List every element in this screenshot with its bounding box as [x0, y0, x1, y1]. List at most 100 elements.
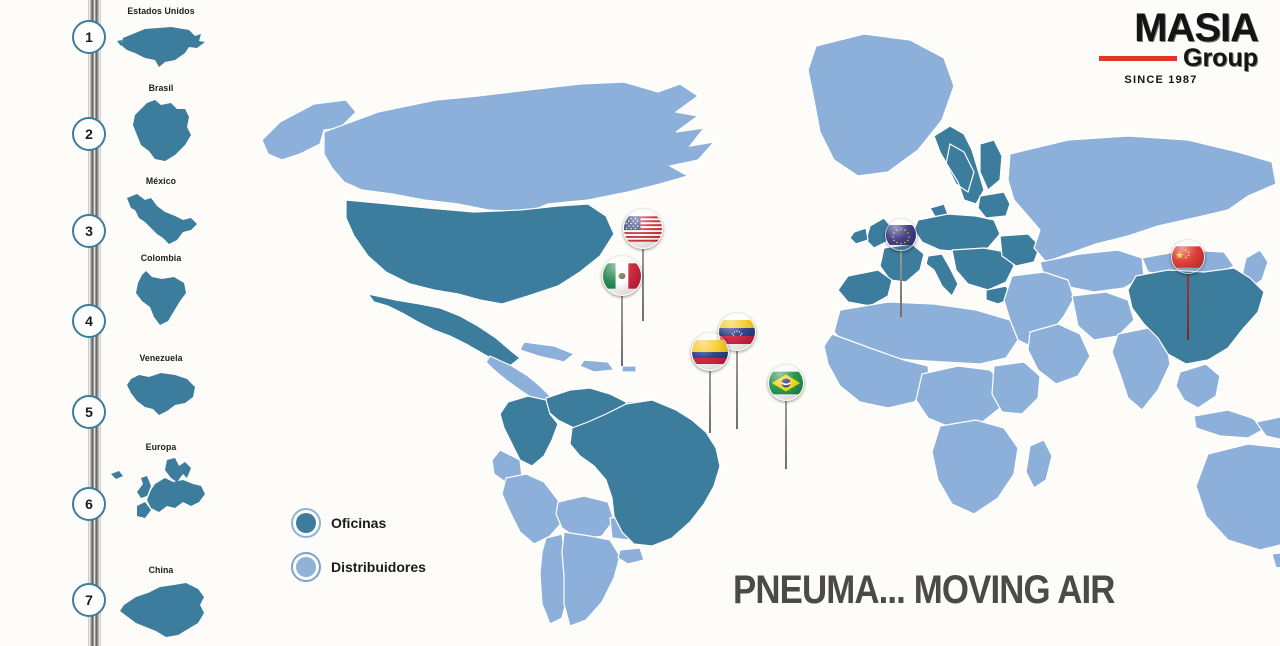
timeline-label-mexico: México — [145, 176, 177, 187]
region-australia — [1195, 443, 1280, 551]
timeline-node-6-number: 6 — [85, 496, 93, 512]
timeline-node-1-number: 1 — [85, 29, 93, 45]
timeline-entry-china[interactable]: China — [105, 565, 217, 641]
timeline-entry-venezuela[interactable]: Venezuela — [105, 353, 217, 425]
tagline-text: PNEUMA... MOVING AIR — [733, 568, 1115, 612]
region-russia — [1007, 135, 1277, 263]
region-alaska — [261, 99, 357, 161]
legend-item-distribuidores[interactable]: Distribuidores — [291, 552, 426, 582]
region-mexico — [366, 293, 521, 367]
timeline-entry-mexico[interactable]: México — [105, 176, 217, 250]
timeline-node-1[interactable]: 1 — [72, 20, 106, 54]
region-hispaniola — [579, 359, 616, 373]
legend-marker-oficinas — [291, 508, 321, 538]
region-arabia — [1027, 323, 1091, 385]
european-union-flag-icon — [885, 219, 917, 251]
region-central-america — [485, 355, 551, 405]
pin-gloss — [692, 334, 728, 370]
timeline-label-estados-unidos: Estados Unidos — [127, 6, 195, 17]
logo-since-text: SINCE 1987 — [1124, 74, 1198, 86]
brazil-flag-icon — [768, 365, 804, 401]
timeline-label-venezuela: Venezuela — [139, 353, 183, 364]
legend-label-oficinas: Oficinas — [331, 515, 387, 531]
legend-item-oficinas[interactable]: Oficinas — [291, 508, 426, 538]
united-states-outline-icon — [105, 20, 217, 72]
region-france — [879, 243, 925, 283]
world-map-svg — [261, 33, 1280, 627]
timeline-label-colombia: Colombia — [140, 253, 182, 264]
timeline-label-europa: Europa — [145, 442, 177, 453]
legend-label-distribuidores: Distribuidores — [331, 559, 426, 575]
pin-stem — [900, 251, 902, 317]
timeline-node-7[interactable]: 7 — [72, 583, 106, 617]
region-greenland — [807, 33, 955, 177]
country-timeline: Estados Unidos 1 Brasil 2 México 3 Colom… — [0, 0, 220, 646]
logo-red-bar — [1099, 56, 1177, 61]
timeline-label-china: China — [148, 565, 174, 576]
timeline-node-5[interactable]: 5 — [72, 395, 106, 429]
pin-stem — [709, 371, 711, 433]
region-puerto-rico — [621, 365, 637, 373]
region-west-africa — [823, 333, 931, 409]
venezuela-outline-icon — [105, 367, 217, 425]
timeline-node-6[interactable]: 6 — [72, 487, 106, 521]
timeline-node-3-number: 3 — [85, 223, 93, 239]
mexico-outline-icon — [105, 190, 217, 250]
region-southern-africa — [931, 419, 1019, 515]
pin-stem — [736, 351, 738, 429]
timeline-entry-estados-unidos[interactable]: Estados Unidos — [105, 6, 217, 72]
region-argentina — [561, 531, 621, 627]
timeline-entry-europa[interactable]: Europa — [105, 442, 217, 524]
timeline-node-3[interactable]: 3 — [72, 214, 106, 248]
pin-stem — [621, 296, 623, 366]
region-peru — [501, 473, 565, 545]
region-iberia — [837, 269, 893, 307]
timeline-label-brasil: Brasil — [148, 83, 174, 94]
timeline-entry-brasil[interactable]: Brasil — [105, 83, 217, 165]
region-cuba — [519, 341, 576, 363]
region-norway-sweden-finland — [933, 125, 1003, 205]
logo-group-row: Group — [1068, 46, 1258, 71]
pin-stem — [1187, 274, 1189, 340]
timeline-node-2-number: 2 — [85, 126, 93, 142]
legend-marker-distribuidores — [291, 552, 321, 582]
mexico-flag-icon — [602, 256, 642, 296]
region-romania-bulgaria — [999, 233, 1041, 267]
brazil-outline-icon — [105, 97, 217, 165]
colombia-flag-icon — [691, 333, 729, 371]
region-canada — [323, 81, 716, 213]
region-italy — [925, 253, 959, 298]
timeline-node-2[interactable]: 2 — [72, 117, 106, 151]
region-papua-new-guinea — [1254, 416, 1280, 440]
region-east-africa — [991, 361, 1041, 415]
legend-dot-oficinas — [296, 513, 316, 533]
europe-outline-icon — [105, 456, 217, 524]
region-baltics — [977, 191, 1011, 219]
world-map — [228, 4, 1280, 640]
legend-dot-distribuidores — [296, 557, 316, 577]
region-united-states — [345, 199, 615, 305]
timeline-node-4[interactable]: 4 — [72, 304, 106, 338]
timeline-entry-colombia[interactable]: Colombia — [105, 253, 217, 329]
timeline-node-7-number: 7 — [85, 592, 93, 608]
pin-gloss — [769, 366, 803, 400]
map-legend: Oficinas Distribuidores — [291, 508, 426, 596]
china-flag-icon — [1171, 240, 1205, 274]
region-southeast-asia — [1175, 363, 1221, 409]
region-balkans — [951, 247, 1015, 291]
colombia-outline-icon — [105, 267, 217, 329]
pin-stem — [785, 401, 787, 469]
pin-gloss — [886, 220, 916, 250]
united-states-flag-icon — [623, 209, 663, 249]
pin-gloss — [603, 257, 641, 295]
region-bolivia — [555, 495, 615, 541]
pin-stem — [642, 249, 644, 321]
region-central-africa — [915, 365, 1007, 429]
pin-gloss — [624, 210, 662, 248]
region-uruguay — [617, 547, 645, 565]
region-tasmania — [1271, 552, 1280, 569]
pin-gloss — [1172, 241, 1204, 273]
china-outline-icon — [105, 579, 217, 641]
region-iran-afghanistan — [1071, 291, 1135, 341]
